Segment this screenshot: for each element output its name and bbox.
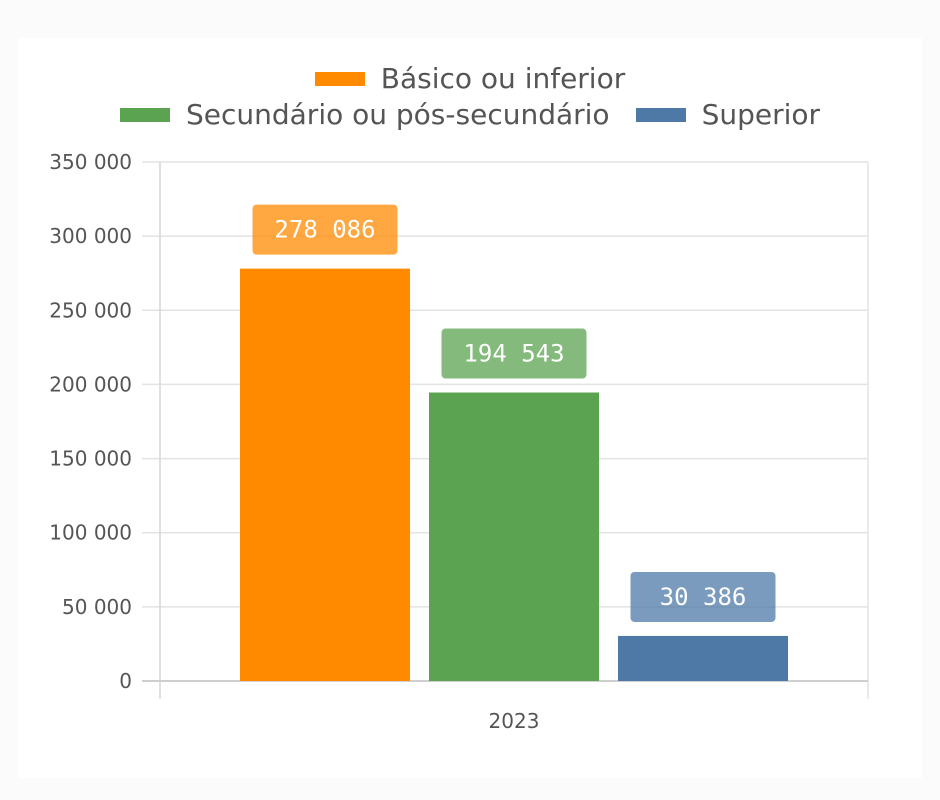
bar-secundario-ou-pos-secundario [429, 392, 599, 681]
y-tick-label: 350 000 [49, 150, 132, 174]
data-label-box-secundario-ou-pos-secundario [441, 328, 587, 379]
legend-row-1: Básico ou inferior [0, 60, 940, 98]
y-tick-label: 200 000 [49, 372, 132, 396]
bar-superior [618, 635, 788, 681]
data-label-secundario-ou-pos-secundario: 194 543 [463, 340, 564, 368]
data-label-superior: 30 386 [660, 583, 747, 611]
y-tick-label: 100 000 [49, 521, 132, 545]
data-label-box-basico-ou-inferior [252, 204, 398, 255]
legend-label-secundario: Secundário ou pós-secundário [185, 98, 610, 131]
legend-item-superior[interactable]: Superior [635, 96, 821, 134]
legend-label-superior: Superior [701, 98, 821, 131]
y-tick-label: 300 000 [49, 224, 132, 248]
y-tick-label: 150 000 [49, 447, 132, 471]
y-tick-label: 0 [119, 669, 132, 693]
bar-basico-ou-inferior [240, 268, 410, 681]
y-tick-label: 250 000 [49, 298, 132, 322]
data-label-basico-ou-inferior: 278 086 [274, 216, 375, 244]
x-tick-label: 2023 [489, 709, 540, 733]
legend-swatch-basico [314, 72, 365, 86]
legend-swatch-secundario [119, 108, 170, 122]
legend-item-basico[interactable]: Básico ou inferior [314, 60, 626, 98]
legend-item-secundario[interactable]: Secundário ou pós-secundário [119, 96, 610, 134]
legend-row-2: Secundário ou pós-secundário Superior [0, 96, 940, 134]
data-label-box-superior [630, 571, 776, 622]
legend-swatch-superior [635, 108, 686, 122]
y-tick-label: 50 000 [62, 595, 132, 619]
legend-label-basico: Básico ou inferior [380, 62, 626, 95]
